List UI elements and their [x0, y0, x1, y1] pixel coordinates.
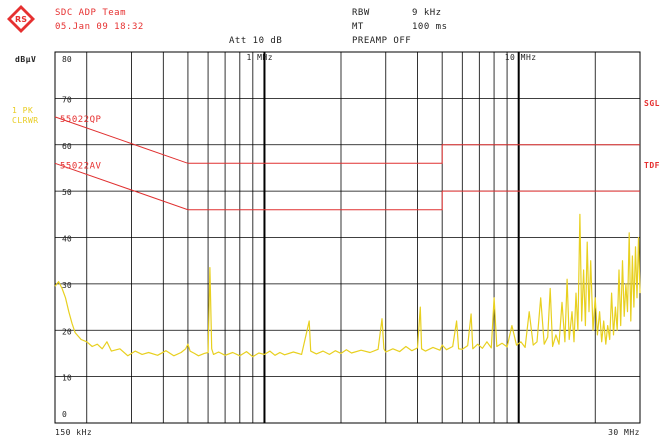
brand-logo-icon: RS	[7, 5, 35, 33]
trace-mode-line2: CLRWR	[12, 116, 39, 125]
trace-line	[54, 213, 641, 358]
plot-grid	[54, 51, 641, 424]
y-tick-label: 50	[62, 188, 72, 197]
x-tick-label: 30 MHz	[608, 428, 640, 437]
mt-value: 100 ms	[412, 22, 448, 32]
y-tick-label: 20	[62, 327, 72, 336]
y-tick-label: 40	[62, 235, 72, 244]
limit-line	[54, 162, 640, 211]
limit-line	[54, 116, 640, 164]
y-tick-label: 80	[62, 55, 72, 64]
limit-line-label: 55022AV	[60, 161, 102, 171]
x-tick-label: 10 MHz	[505, 53, 537, 62]
attenuation-readout: Att 10 dB	[229, 36, 283, 46]
tdf-indicator: TDF	[644, 161, 660, 170]
sgl-indicator: SGL	[644, 99, 660, 108]
limit-lines: 55022QP 55022AV	[54, 115, 640, 211]
preamp-readout: PREAMP OFF	[352, 36, 412, 46]
limit-line-label: 55022QP	[60, 115, 102, 125]
y-tick-label: 0	[62, 410, 67, 419]
rbw-label: RBW	[352, 8, 370, 18]
x-tick-label: 1 MHz	[246, 53, 273, 62]
y-tick-label: 30	[62, 281, 72, 290]
y-unit-label: dBµV	[15, 55, 37, 64]
y-tick-label: 70	[62, 95, 72, 104]
trace-mode-line1: 1 PK	[12, 106, 34, 115]
rbw-value: 9 kHz	[412, 8, 442, 18]
axis-labels: 80 70 60 50 40 30 20 10 0 150 kHz 30 MHz 1 MHz 10 MH…	[55, 53, 640, 437]
header-title: SDC ADP Team	[55, 8, 127, 18]
logo-lettering: RS	[15, 15, 27, 24]
y-tick-label: 60	[62, 142, 72, 151]
trace-series	[54, 213, 641, 358]
x-tick-label: 150 kHz	[55, 428, 92, 437]
header-date: 05.Jan 09 18:32	[55, 22, 144, 32]
y-tick-label: 10	[62, 374, 72, 383]
mt-label: MT	[352, 22, 364, 32]
